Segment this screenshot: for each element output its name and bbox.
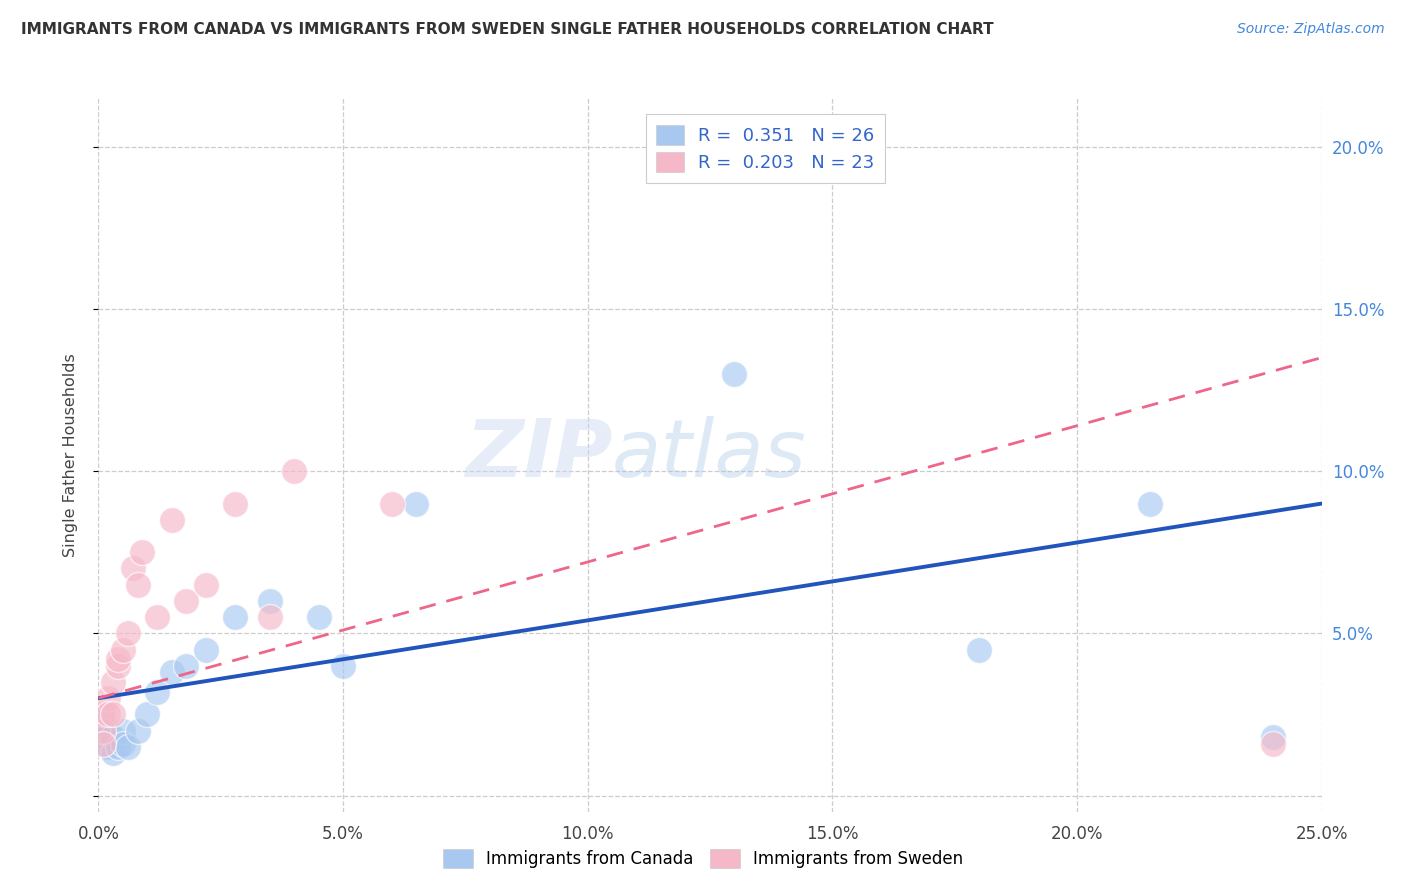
Y-axis label: Single Father Households: Single Father Households <box>63 353 77 557</box>
Point <box>127 577 149 591</box>
Point <box>405 497 427 511</box>
Point <box>91 737 114 751</box>
Point <box>308 610 330 624</box>
Point <box>224 497 246 511</box>
Point <box>117 626 139 640</box>
Point <box>111 723 134 738</box>
Point <box>160 665 183 680</box>
Point <box>136 707 159 722</box>
Point <box>101 747 124 761</box>
Legend: Immigrants from Canada, Immigrants from Sweden: Immigrants from Canada, Immigrants from … <box>436 843 970 875</box>
Point <box>111 642 134 657</box>
Point <box>107 739 129 754</box>
Point <box>97 691 120 706</box>
Point <box>97 723 120 738</box>
Point <box>176 594 198 608</box>
Point <box>1261 730 1284 744</box>
Point <box>723 367 745 381</box>
Point <box>91 737 114 751</box>
Point <box>381 497 404 511</box>
Point <box>117 739 139 754</box>
Point <box>176 658 198 673</box>
Point <box>91 717 114 731</box>
Point <box>101 707 124 722</box>
Point <box>101 675 124 690</box>
Point <box>121 561 143 575</box>
Point <box>195 577 218 591</box>
Point <box>97 707 120 722</box>
Point <box>146 610 169 624</box>
Point <box>131 545 153 559</box>
Point <box>111 737 134 751</box>
Point <box>259 594 281 608</box>
Point <box>1261 737 1284 751</box>
Text: ZIP: ZIP <box>465 416 612 494</box>
Point <box>101 730 124 744</box>
Point <box>283 464 305 478</box>
Point <box>1139 497 1161 511</box>
Point <box>195 642 218 657</box>
Point <box>127 723 149 738</box>
Point <box>332 658 354 673</box>
Point <box>160 513 183 527</box>
Text: Source: ZipAtlas.com: Source: ZipAtlas.com <box>1237 22 1385 37</box>
Point <box>107 658 129 673</box>
Text: atlas: atlas <box>612 416 807 494</box>
Point <box>259 610 281 624</box>
Point <box>91 723 114 738</box>
Point <box>91 707 114 722</box>
Point <box>224 610 246 624</box>
Point <box>107 652 129 666</box>
Point <box>146 684 169 698</box>
Legend: R =  0.351   N = 26, R =  0.203   N = 23: R = 0.351 N = 26, R = 0.203 N = 23 <box>645 114 886 183</box>
Point <box>967 642 990 657</box>
Point <box>91 730 114 744</box>
Point <box>97 739 120 754</box>
Text: IMMIGRANTS FROM CANADA VS IMMIGRANTS FROM SWEDEN SINGLE FATHER HOUSEHOLDS CORREL: IMMIGRANTS FROM CANADA VS IMMIGRANTS FRO… <box>21 22 994 37</box>
